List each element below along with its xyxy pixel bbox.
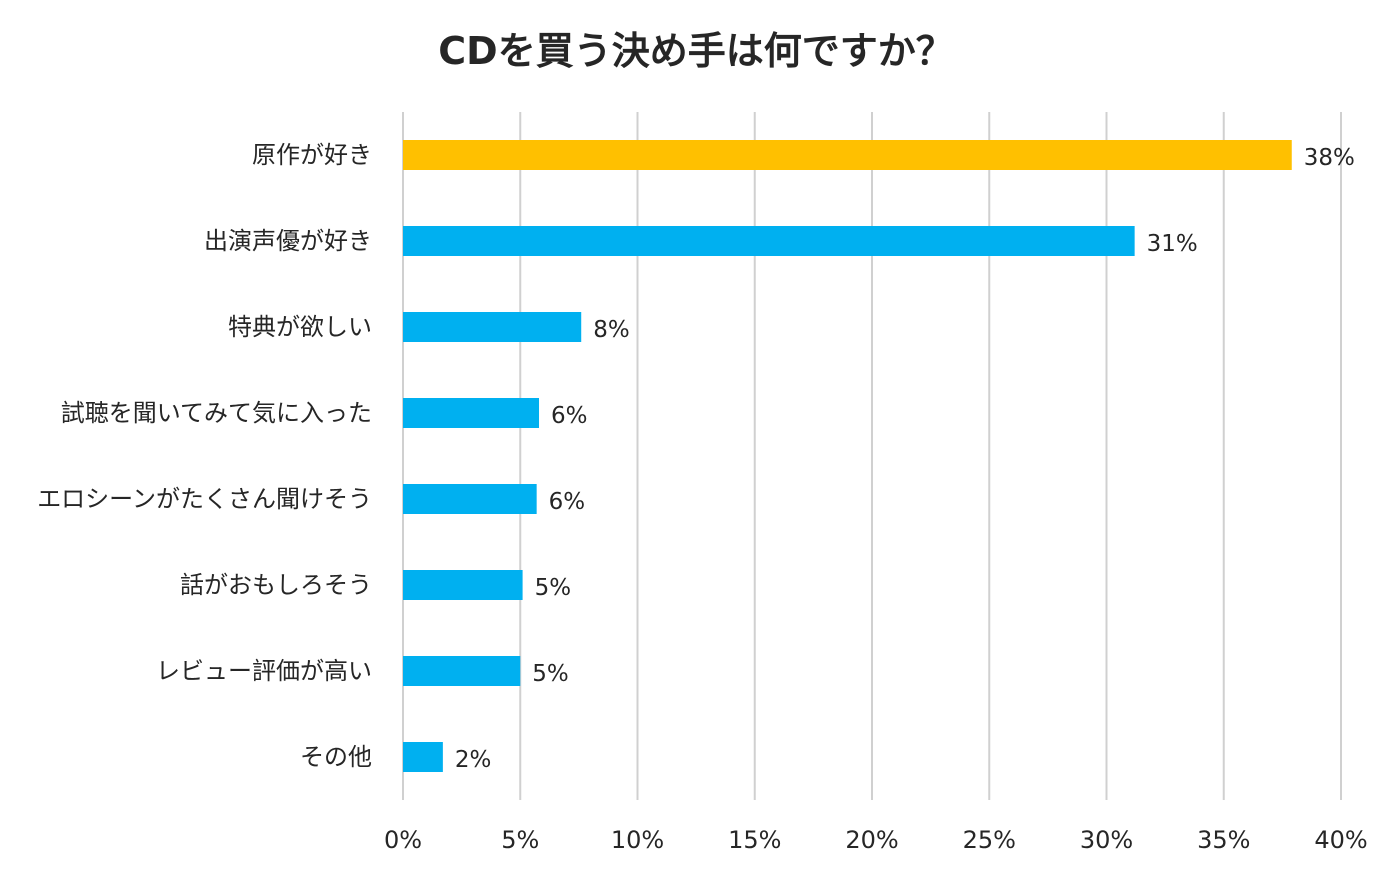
x-tick-label-1: 5% [501,826,539,854]
value-label-0: 38% [1304,145,1355,171]
category-label-3: 試聴を聞いてみて気に入った [61,399,372,427]
value-labels: 38% 31% 8% 6% 6% 5% 5% 2% [455,145,1355,773]
bar-1 [403,226,1135,256]
category-label-0: 原作が好き [252,141,372,169]
x-tick-label-6: 30% [1080,826,1133,854]
x-tick-label-0: 0% [384,826,422,854]
x-tick-label-3: 15% [728,826,781,854]
value-label-5: 5% [535,575,572,601]
chart-title: CDを買う決め手は何ですか？ [438,29,953,73]
value-label-7: 2% [455,747,492,773]
category-label-6: レビュー評価が高い [156,657,372,685]
bar-0 [403,140,1292,170]
bar-5 [403,570,523,600]
x-axis-tick-labels: 0% 5% 10% 15% 20% 25% 30% 35% 40% [384,826,1368,854]
x-tick-label-5: 25% [963,826,1016,854]
category-label-2: 特典が欲しい [228,313,372,341]
x-tick-label-7: 35% [1197,826,1250,854]
category-labels: 原作が好き出演声優が好き特典が欲しい試聴を聞いてみて気に入ったエロシーンがたくさ… [37,141,372,771]
x-tick-label-2: 10% [611,826,664,854]
bar-2 [403,312,582,342]
category-label-4: エロシーンがたくさん聞けそう [37,485,372,513]
bar-6 [403,656,521,686]
value-label-3: 6% [551,403,588,429]
bar-3 [403,398,540,428]
value-label-4: 6% [549,489,586,515]
category-label-5: 話がおもしろそう [180,571,372,599]
value-label-1: 31% [1147,231,1198,257]
bar-7 [403,742,443,772]
bar-4 [403,484,537,514]
bars [403,140,1292,772]
category-label-7: その他 [300,743,372,771]
x-tick-label-8: 40% [1314,826,1367,854]
category-label-1: 出演声優が好き [204,227,372,255]
x-tick-label-4: 20% [845,826,898,854]
value-label-6: 5% [532,661,569,687]
value-label-2: 8% [593,317,630,343]
gridlines [402,112,1342,800]
